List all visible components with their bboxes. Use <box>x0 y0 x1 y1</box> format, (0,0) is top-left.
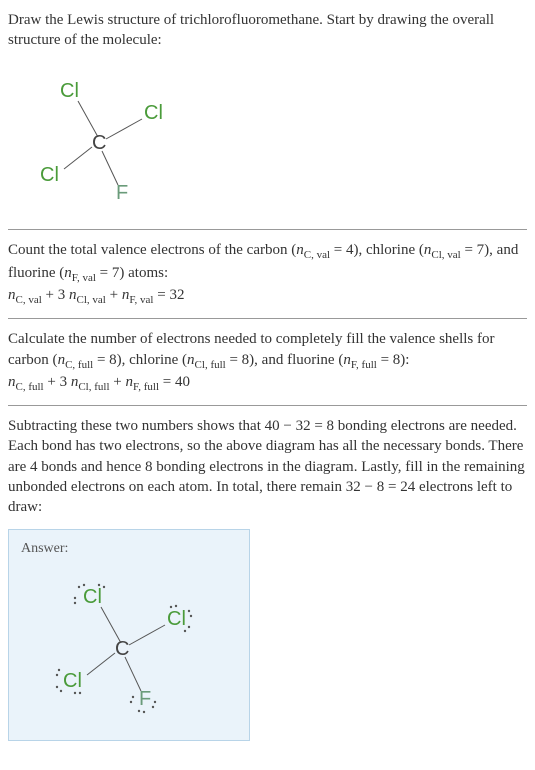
atom-c: C <box>92 132 106 154</box>
ans-bond-c-cl2 <box>129 625 165 645</box>
structure-diagram-simple: C Cl Cl Cl F <box>20 65 527 221</box>
valence-section: Count the total valence electrons of the… <box>8 234 527 315</box>
val-eq-e-sub: F, val <box>129 294 153 306</box>
full-var-nf: n <box>343 352 351 368</box>
bond-c-f <box>102 151 118 185</box>
ans-atom-cl3: Cl <box>63 670 82 692</box>
full-eq-d: + <box>110 374 126 390</box>
atom-f: F <box>116 182 128 204</box>
answer-label: Answer: <box>21 540 237 559</box>
val-eq-c: n <box>69 287 77 303</box>
full-section: Calculate the number of electrons needed… <box>8 323 527 401</box>
full-sub-ncl: Cl, full <box>195 359 226 371</box>
ans-atom-c: C <box>115 638 129 660</box>
bonding: Subtracting these two numbers shows that… <box>8 418 525 515</box>
structure-diagram-answer: C Cl Cl Cl F <box>21 563 221 723</box>
answer-box: Answer: C Cl Cl Cl F <box>8 529 250 740</box>
sub-nf: F, val <box>72 272 96 284</box>
valence-text: Count the total valence electrons of the… <box>8 242 296 258</box>
eq-c: = 4), chlorine ( <box>330 242 424 258</box>
var-nc: n <box>296 242 304 258</box>
divider-1 <box>8 229 527 230</box>
val-eq-d: + <box>106 287 122 303</box>
intro: Draw the Lewis structure of trichloroflu… <box>8 12 494 48</box>
full-eq-a: n <box>8 374 16 390</box>
full-eq-a-sub: C, full <box>16 381 44 393</box>
full-var-ncl: n <box>187 352 195 368</box>
divider-3 <box>8 405 527 406</box>
ans-bond-c-f <box>125 657 141 691</box>
val-eq-b: + 3 <box>42 287 69 303</box>
full-eq-c-sub: Cl, full <box>78 381 109 393</box>
val-eq-a: n <box>8 287 16 303</box>
bonding-text: Subtracting these two numbers shows that… <box>8 410 527 523</box>
atom-cl1: Cl <box>60 80 79 102</box>
full-eq-b: + 3 <box>44 374 71 390</box>
val-eq-c-sub: Cl, val <box>77 294 106 306</box>
intro-text: Draw the Lewis structure of trichloroflu… <box>8 4 527 57</box>
ans-atom-cl2: Cl <box>167 608 186 630</box>
full-eq-e-sub: F, full <box>133 381 159 393</box>
eq-f: = 7) atoms: <box>96 265 168 281</box>
val-eq-a-sub: C, val <box>16 294 42 306</box>
sub-ncl: Cl, val <box>431 249 460 261</box>
full-eq-cl: = 8), and fluorine ( <box>226 352 344 368</box>
val-eq-f: = 32 <box>154 287 185 303</box>
full-eq-c: = 8), chlorine ( <box>93 352 187 368</box>
divider-2 <box>8 318 527 319</box>
ans-bond-c-cl3 <box>87 653 115 675</box>
bond-c-cl3 <box>64 147 92 169</box>
sub-nc: C, val <box>304 249 330 261</box>
full-sub-nf: F, full <box>351 359 377 371</box>
full-eq-e: n <box>125 374 133 390</box>
atom-cl3: Cl <box>40 164 59 186</box>
full-eq-f2: = 40 <box>159 374 190 390</box>
ans-atom-f: F <box>139 688 151 710</box>
bond-c-cl2 <box>106 119 142 139</box>
full-sub-nc: C, full <box>65 359 93 371</box>
ans-atom-cl1: Cl <box>83 586 102 608</box>
full-var-nc: n <box>58 352 66 368</box>
atom-cl2: Cl <box>144 102 163 124</box>
var-nf: n <box>64 265 72 281</box>
full-eq-f: = 8): <box>377 352 410 368</box>
